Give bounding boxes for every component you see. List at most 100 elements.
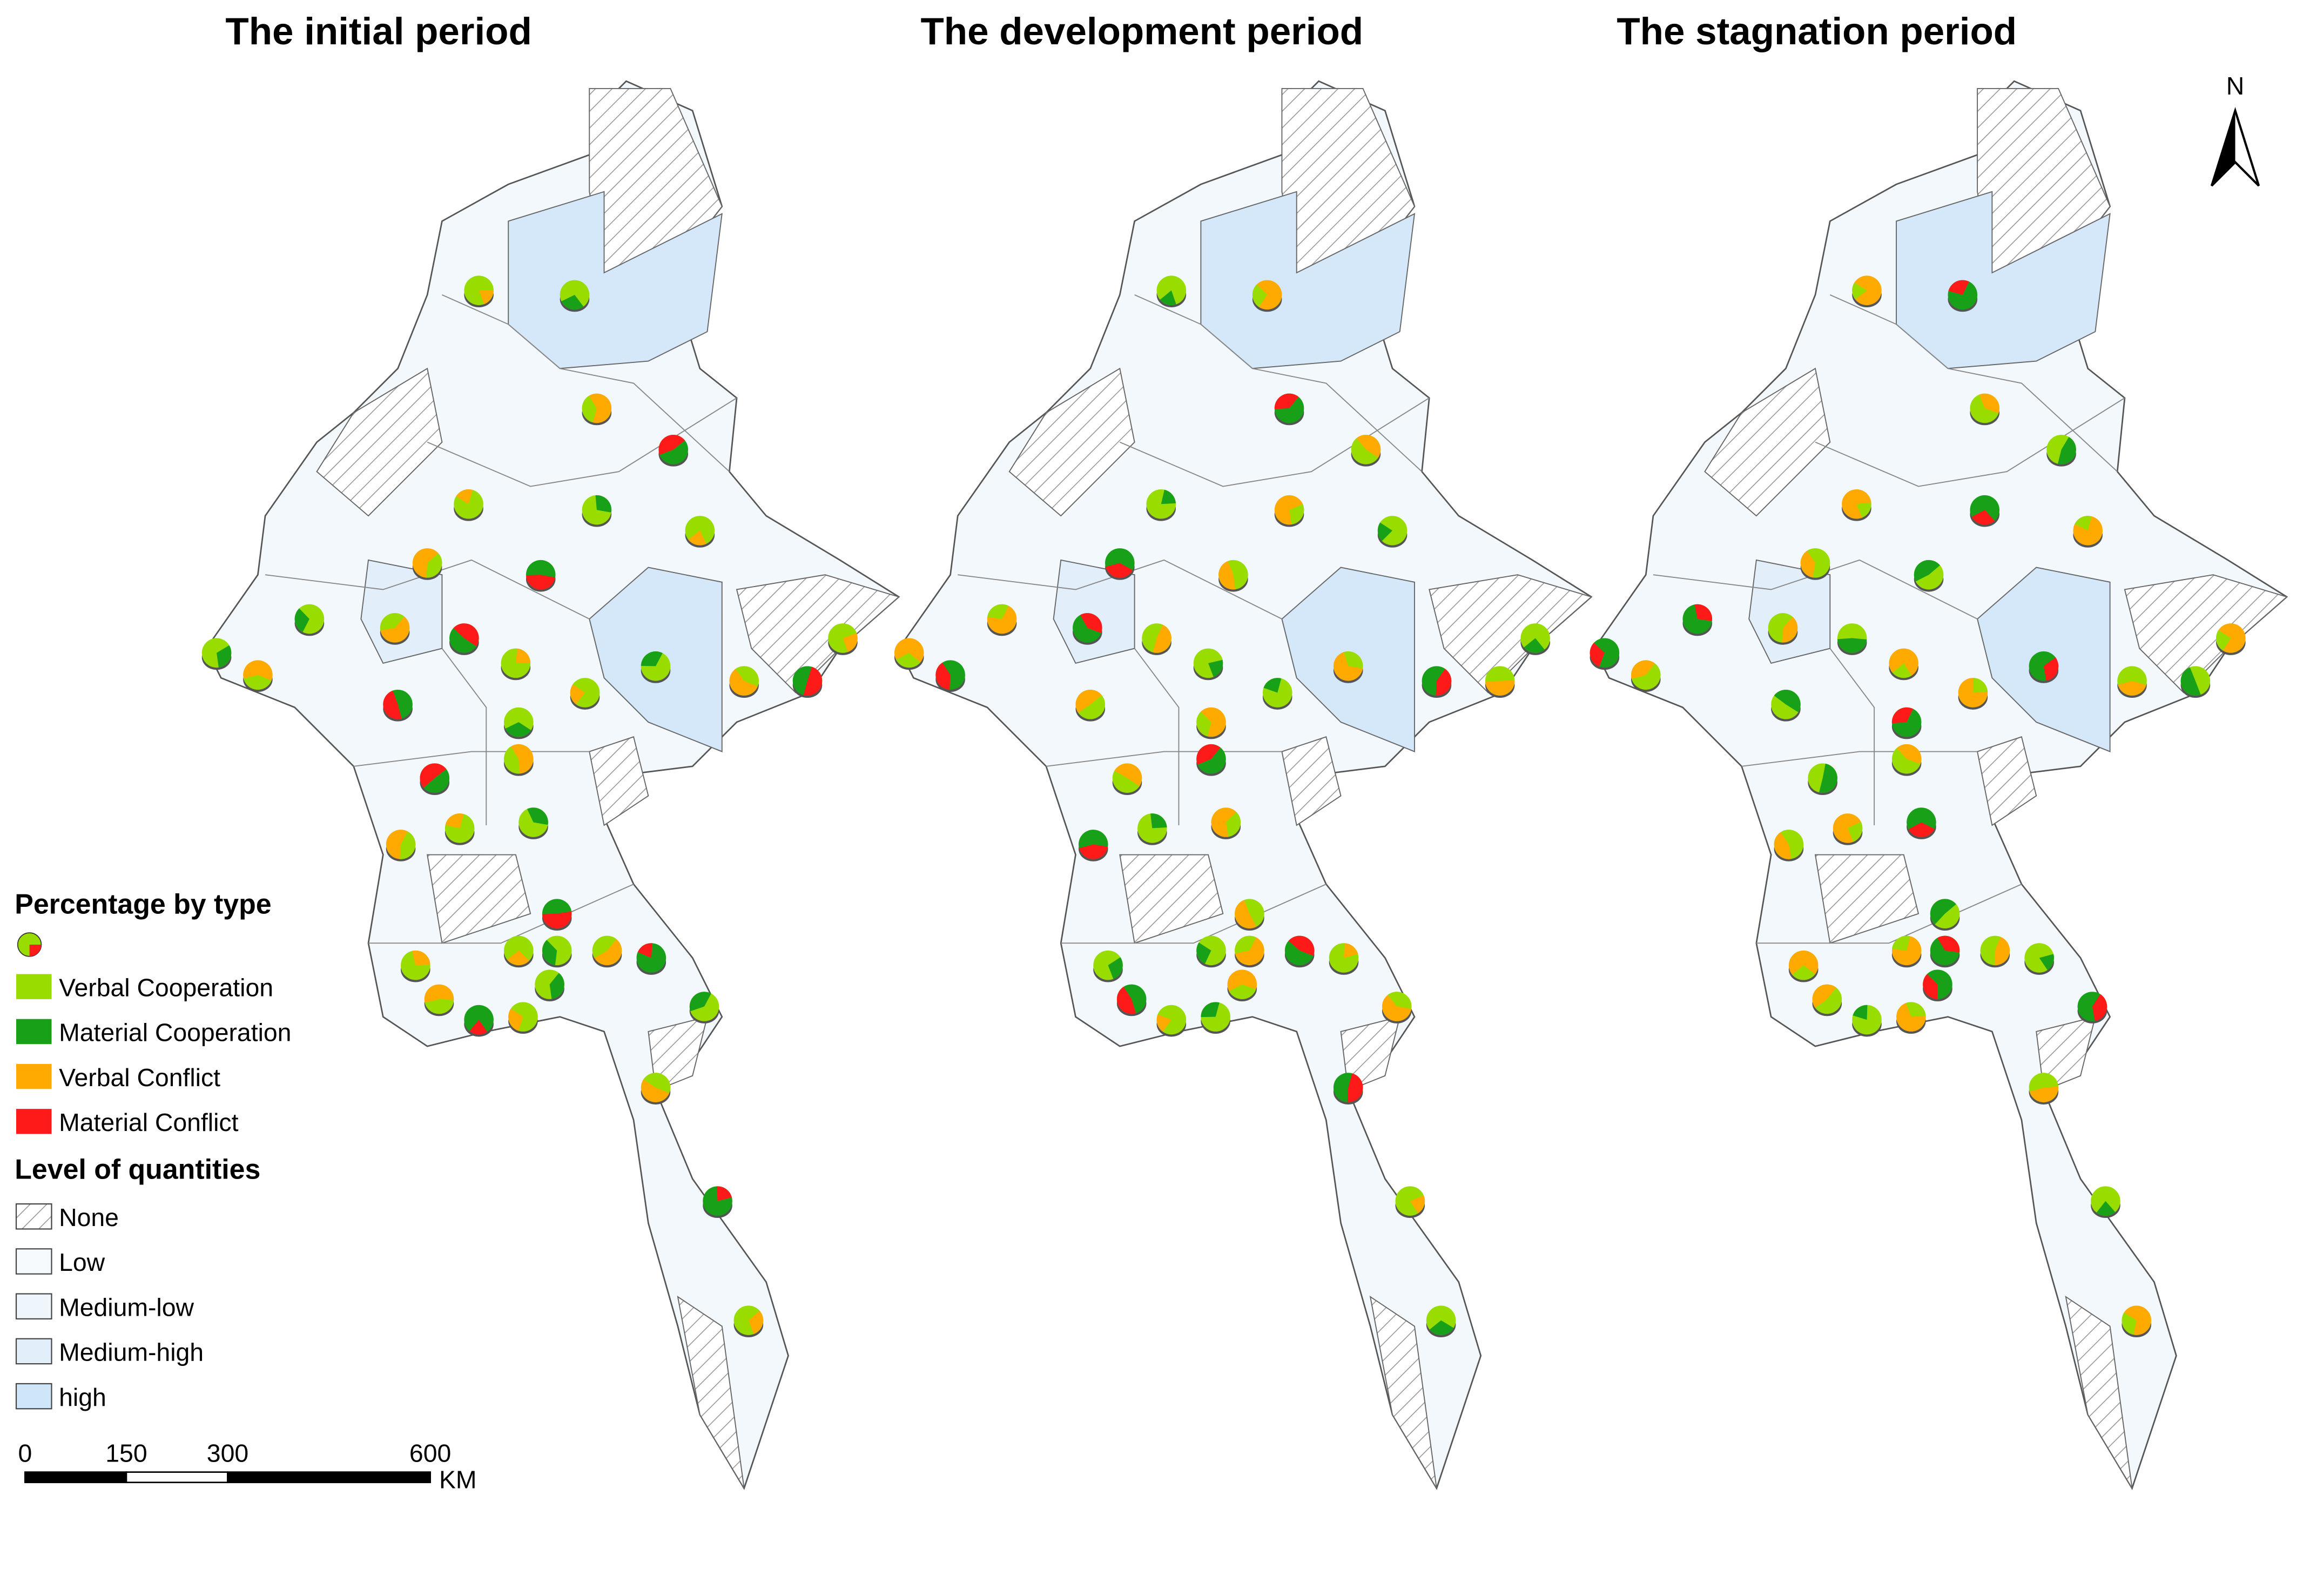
pie-wedge <box>1160 290 1176 305</box>
pie-symbol <box>1958 678 1988 710</box>
map: The stagnation period <box>1590 10 2288 1489</box>
pie-symbol <box>1235 899 1264 931</box>
pie-wedge <box>689 992 711 1012</box>
pie-wedge <box>1153 624 1171 653</box>
pie-symbol <box>582 393 612 426</box>
pie-wedge <box>542 911 572 928</box>
map: The development period <box>894 10 1592 1489</box>
pie-symbol <box>1852 1005 1882 1037</box>
pie-wedge <box>425 999 454 1014</box>
pie-wedge <box>2096 1201 2116 1216</box>
pie-symbol <box>1837 623 1867 655</box>
pie-symbol <box>2029 651 2059 683</box>
pie-wedge <box>1116 987 1136 1014</box>
scale-label: 150 <box>105 1439 147 1467</box>
pie-symbol <box>1768 613 1798 645</box>
pie-wedge <box>1905 1002 1926 1017</box>
map-title: The initial period <box>225 10 531 53</box>
pie-wedge <box>2039 954 2054 971</box>
pie-wedge <box>1774 832 1792 859</box>
legend-pie-wedge <box>29 944 42 957</box>
pie-symbol <box>1078 830 1108 861</box>
pie-wedge <box>1347 1073 1363 1102</box>
pie-symbol <box>1274 495 1304 527</box>
pie-symbol <box>1970 495 2000 527</box>
pie-symbol <box>703 1186 732 1218</box>
pie-symbol <box>1930 899 1960 931</box>
pie-symbol <box>420 763 450 796</box>
pie-wedge <box>507 950 529 966</box>
pie-wedge <box>1590 642 1605 667</box>
pie-symbol <box>685 516 715 548</box>
legend-swatch <box>15 1203 52 1230</box>
pie-wedge <box>1856 502 1871 518</box>
pie-wedge <box>1971 510 1995 525</box>
pie-symbol <box>641 1073 671 1105</box>
pie-symbol <box>1156 1005 1187 1037</box>
pie-wedge <box>2122 1312 2137 1335</box>
pie-symbol <box>1930 935 1960 968</box>
pie-symbol <box>1896 1002 1926 1034</box>
pie-symbol <box>1426 1305 1456 1337</box>
pie-symbol <box>1333 1073 1363 1105</box>
pie-symbol <box>2117 666 2147 698</box>
pie-wedge <box>582 395 597 423</box>
pie-wedge <box>508 1008 523 1031</box>
pie-wedge <box>1218 561 1236 590</box>
pie-wedge <box>1235 935 1256 954</box>
pie-symbol <box>504 935 534 968</box>
scale-label: 600 <box>409 1439 451 1467</box>
country-outline <box>1593 80 2288 1489</box>
pie-symbol <box>1235 935 1264 968</box>
pie-wedge <box>456 489 473 504</box>
pie-symbol <box>1812 984 1842 1016</box>
pie-wedge <box>1908 822 1935 837</box>
pie-wedge <box>843 633 858 652</box>
pie-wedge <box>542 940 557 965</box>
pie-symbol <box>1284 935 1315 968</box>
pie-wedge <box>1156 1014 1171 1032</box>
legend-swatch <box>16 1019 52 1045</box>
pie-symbol <box>1682 604 1713 636</box>
pie-wedge <box>1429 1320 1454 1335</box>
pie-base <box>2091 1186 2120 1216</box>
pie-wedge <box>1201 1002 1220 1018</box>
pie-symbol <box>445 813 475 845</box>
pie-wedge <box>2092 994 2107 1021</box>
pie-wedge <box>2057 436 2076 464</box>
pie-symbol <box>201 638 232 670</box>
pie-wedge <box>217 645 232 668</box>
pie-wedge <box>515 648 531 663</box>
pie-symbol <box>504 707 534 739</box>
pie-symbol <box>1146 489 1176 521</box>
pie-symbol <box>526 560 556 592</box>
pie-wedge <box>1812 984 1836 1008</box>
pie-wedge <box>637 943 652 958</box>
pie-symbol <box>1891 935 1922 968</box>
pie-wedge <box>641 651 663 666</box>
maps: The initial period The development period… <box>201 10 2288 1489</box>
pie-wedge <box>1937 935 1960 953</box>
pie-symbol <box>560 280 590 312</box>
pie-symbol <box>1193 648 1223 681</box>
pie-wedge <box>803 666 823 696</box>
pie-wedge <box>1892 935 1910 951</box>
legend-swatch <box>15 1383 52 1410</box>
pie-wedge <box>1289 504 1304 525</box>
pie-wedge <box>1410 1195 1425 1214</box>
pie-wedge <box>1196 942 1211 964</box>
pie-wedge <box>1800 550 1816 578</box>
north-label: N <box>2226 72 2244 100</box>
pie-symbol <box>1631 660 1661 692</box>
pie-symbol <box>412 548 442 580</box>
pie-wedge <box>2118 681 2146 696</box>
pie-symbol <box>2024 943 2054 975</box>
legend-label: None <box>59 1203 119 1231</box>
pie-symbol <box>1907 807 1936 839</box>
pie-symbol <box>501 648 531 681</box>
pie-symbol <box>1800 548 1830 580</box>
pie-symbol <box>1833 813 1863 845</box>
legend-label: Material Conflict <box>59 1108 238 1136</box>
pie-wedge <box>420 763 447 788</box>
pie-wedge <box>561 294 584 310</box>
